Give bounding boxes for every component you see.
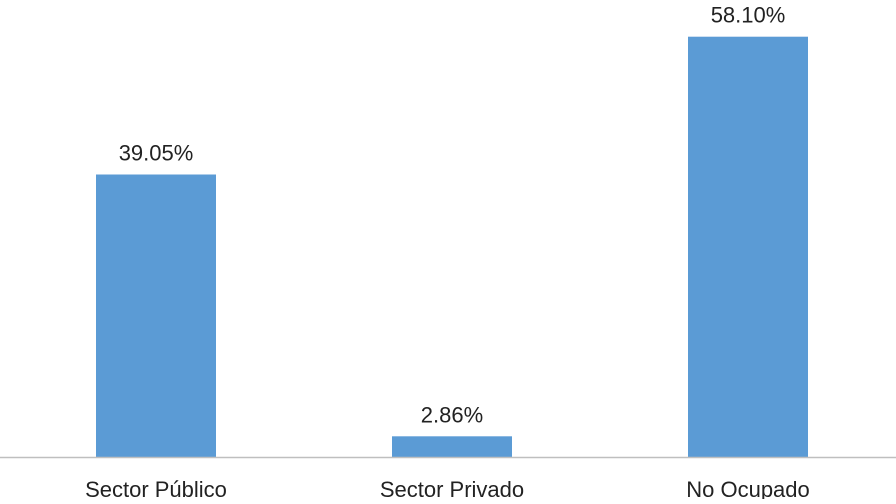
data-label-2: 58.10%	[711, 3, 786, 28]
bars-group	[96, 36, 808, 457]
data-label-1: 2.86%	[421, 402, 483, 427]
x-tick-label-0: Sector Público	[85, 477, 227, 499]
bar-2	[688, 36, 808, 457]
bar-0	[96, 174, 216, 457]
data-labels-group: 39.05% 2.86% 58.10%	[119, 3, 786, 428]
bar-1	[392, 436, 512, 457]
x-tick-label-2: No Ocupado	[686, 477, 810, 499]
x-tick-labels-group: Sector Público Sector Privado No Ocupado	[85, 477, 810, 502]
x-tick-label-1: Sector Privado	[380, 477, 524, 499]
data-label-0: 39.05%	[119, 141, 194, 166]
